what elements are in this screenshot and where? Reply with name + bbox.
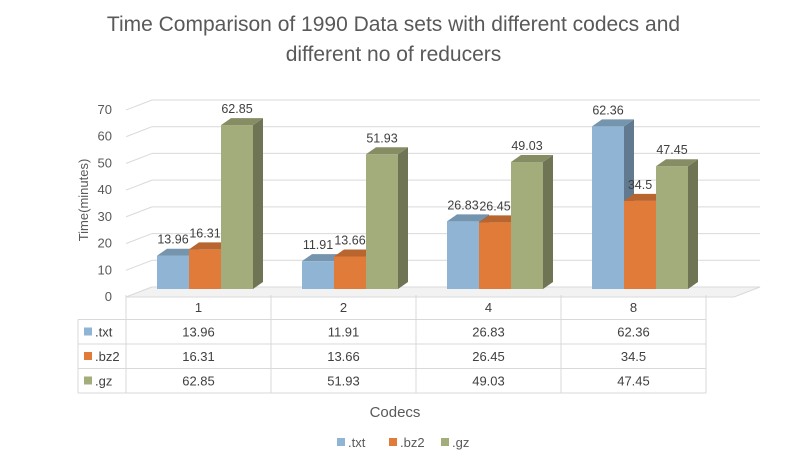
grid-line-slant: [125, 126, 153, 138]
chart-floor: [125, 286, 761, 298]
legend-label: .txt: [348, 435, 366, 450]
bars: [157, 118, 698, 290]
data-label: 62.36: [592, 103, 623, 117]
table-header-cell: 2: [340, 300, 347, 315]
legend-key-swatch: [84, 376, 92, 385]
grid-line-slant: [125, 233, 153, 245]
y-tick-label: 10: [98, 262, 112, 277]
data-label: 49.03: [511, 139, 542, 153]
data-label: 13.66: [334, 234, 365, 248]
bar-top: [302, 254, 344, 262]
bar-front: [624, 200, 656, 289]
bar-top: [366, 147, 408, 155]
table-cell: 34.5: [621, 349, 646, 364]
data-label: 34.5: [628, 178, 652, 192]
legend-label: .bz2: [400, 435, 425, 450]
bar-top: [157, 248, 199, 256]
legend: .txt .bz2 .gz: [337, 435, 469, 450]
y-axis-ticks: 0 10 20 30 40 50 60 70: [98, 102, 112, 304]
data-label: 47.45: [656, 143, 687, 157]
data-label: 11.91: [303, 238, 333, 252]
data-label: 16.31: [189, 226, 220, 240]
y-tick-label: 20: [98, 236, 112, 251]
bar-top: [479, 215, 521, 223]
bar-front: [479, 222, 511, 289]
bar-top: [221, 118, 263, 126]
table-cell: 11.91: [328, 325, 360, 340]
table-cell: 26.45: [472, 349, 505, 364]
grid-line-slant: [125, 152, 153, 164]
y-tick-label: 40: [98, 182, 112, 197]
legend-key-swatch: [84, 352, 92, 360]
chart-title: Time Comparison of 1990 Data sets with d…: [0, 10, 787, 70]
bar-side: [398, 147, 408, 289]
y-tick-label: 60: [98, 129, 112, 144]
bar-front: [157, 255, 189, 289]
data-label: 26.45: [479, 199, 510, 213]
table-series-name: .gz: [95, 374, 112, 389]
data-labels: 13.96 16.31 62.85 11.91 13.66 51.93 26.83 26.45…: [157, 102, 687, 252]
data-label: 13.96: [157, 233, 188, 247]
bar-front: [511, 162, 543, 289]
y-tick-label: 50: [98, 155, 112, 170]
bar-top: [447, 214, 489, 222]
bar-top: [656, 159, 698, 167]
bar-top: [511, 155, 553, 163]
legend-key-swatch: [84, 327, 92, 336]
table-cell: 26.83: [472, 325, 505, 340]
bar-side: [253, 118, 263, 290]
y-axis-title: Time(minutes): [76, 159, 91, 242]
table-series-name: .txt: [95, 325, 113, 340]
bar-front: [656, 166, 688, 289]
bar-side: [688, 159, 698, 289]
data-table: 1 2 4 8 .txt 13.96 11.91 26.83 62.36 .bz2 16.31 13.…: [77, 295, 707, 394]
table-cell: 13.66: [327, 349, 360, 364]
x-axis-title: Codecs: [370, 404, 421, 421]
bar-side: [543, 155, 553, 289]
y-tick-label: 30: [98, 209, 112, 224]
table-cell: 47.45: [617, 374, 650, 389]
table-cell: 16.31: [182, 349, 215, 364]
data-label: 51.93: [366, 131, 397, 145]
grid-line-slant: [125, 179, 153, 191]
bar-front: [447, 221, 479, 289]
legend-swatch: [389, 438, 397, 446]
table-header-cell: 4: [485, 300, 492, 315]
legend-label: .gz: [452, 435, 469, 450]
bar-front: [592, 126, 624, 289]
bar-top: [624, 193, 666, 201]
legend-swatch: [337, 438, 345, 446]
grid-line-slant: [125, 206, 153, 218]
table-cell: 62.36: [617, 325, 650, 340]
chart-title-line-2: different no of reducers: [285, 43, 502, 66]
bar-top: [189, 242, 231, 250]
bar-front: [334, 256, 366, 289]
y-tick-label: 70: [98, 102, 112, 117]
grid-line-slant: [125, 259, 153, 271]
bar-front: [366, 154, 398, 289]
data-label: 62.85: [221, 102, 252, 116]
table-cell: 51.93: [327, 374, 360, 389]
bar-front: [302, 261, 334, 289]
table-series-name: .bz2: [95, 349, 120, 364]
table-header-cell: 8: [630, 300, 637, 315]
y-tick-label: 0: [105, 289, 112, 304]
bar-front: [189, 249, 221, 289]
bar-top: [334, 249, 376, 257]
table-cell: 49.03: [472, 374, 505, 389]
table-cell: 62.85: [182, 374, 215, 389]
legend-swatch: [441, 438, 449, 446]
bar-front: [221, 125, 253, 290]
table-cell: 13.96: [182, 325, 215, 340]
chart-title-line-1: Time Comparison of 1990 Data sets with d…: [106, 13, 681, 36]
table-header-cell: 1: [195, 300, 202, 315]
grid-line-slant: [125, 99, 153, 111]
data-label: 26.83: [447, 198, 478, 212]
bar-top: [592, 119, 634, 127]
